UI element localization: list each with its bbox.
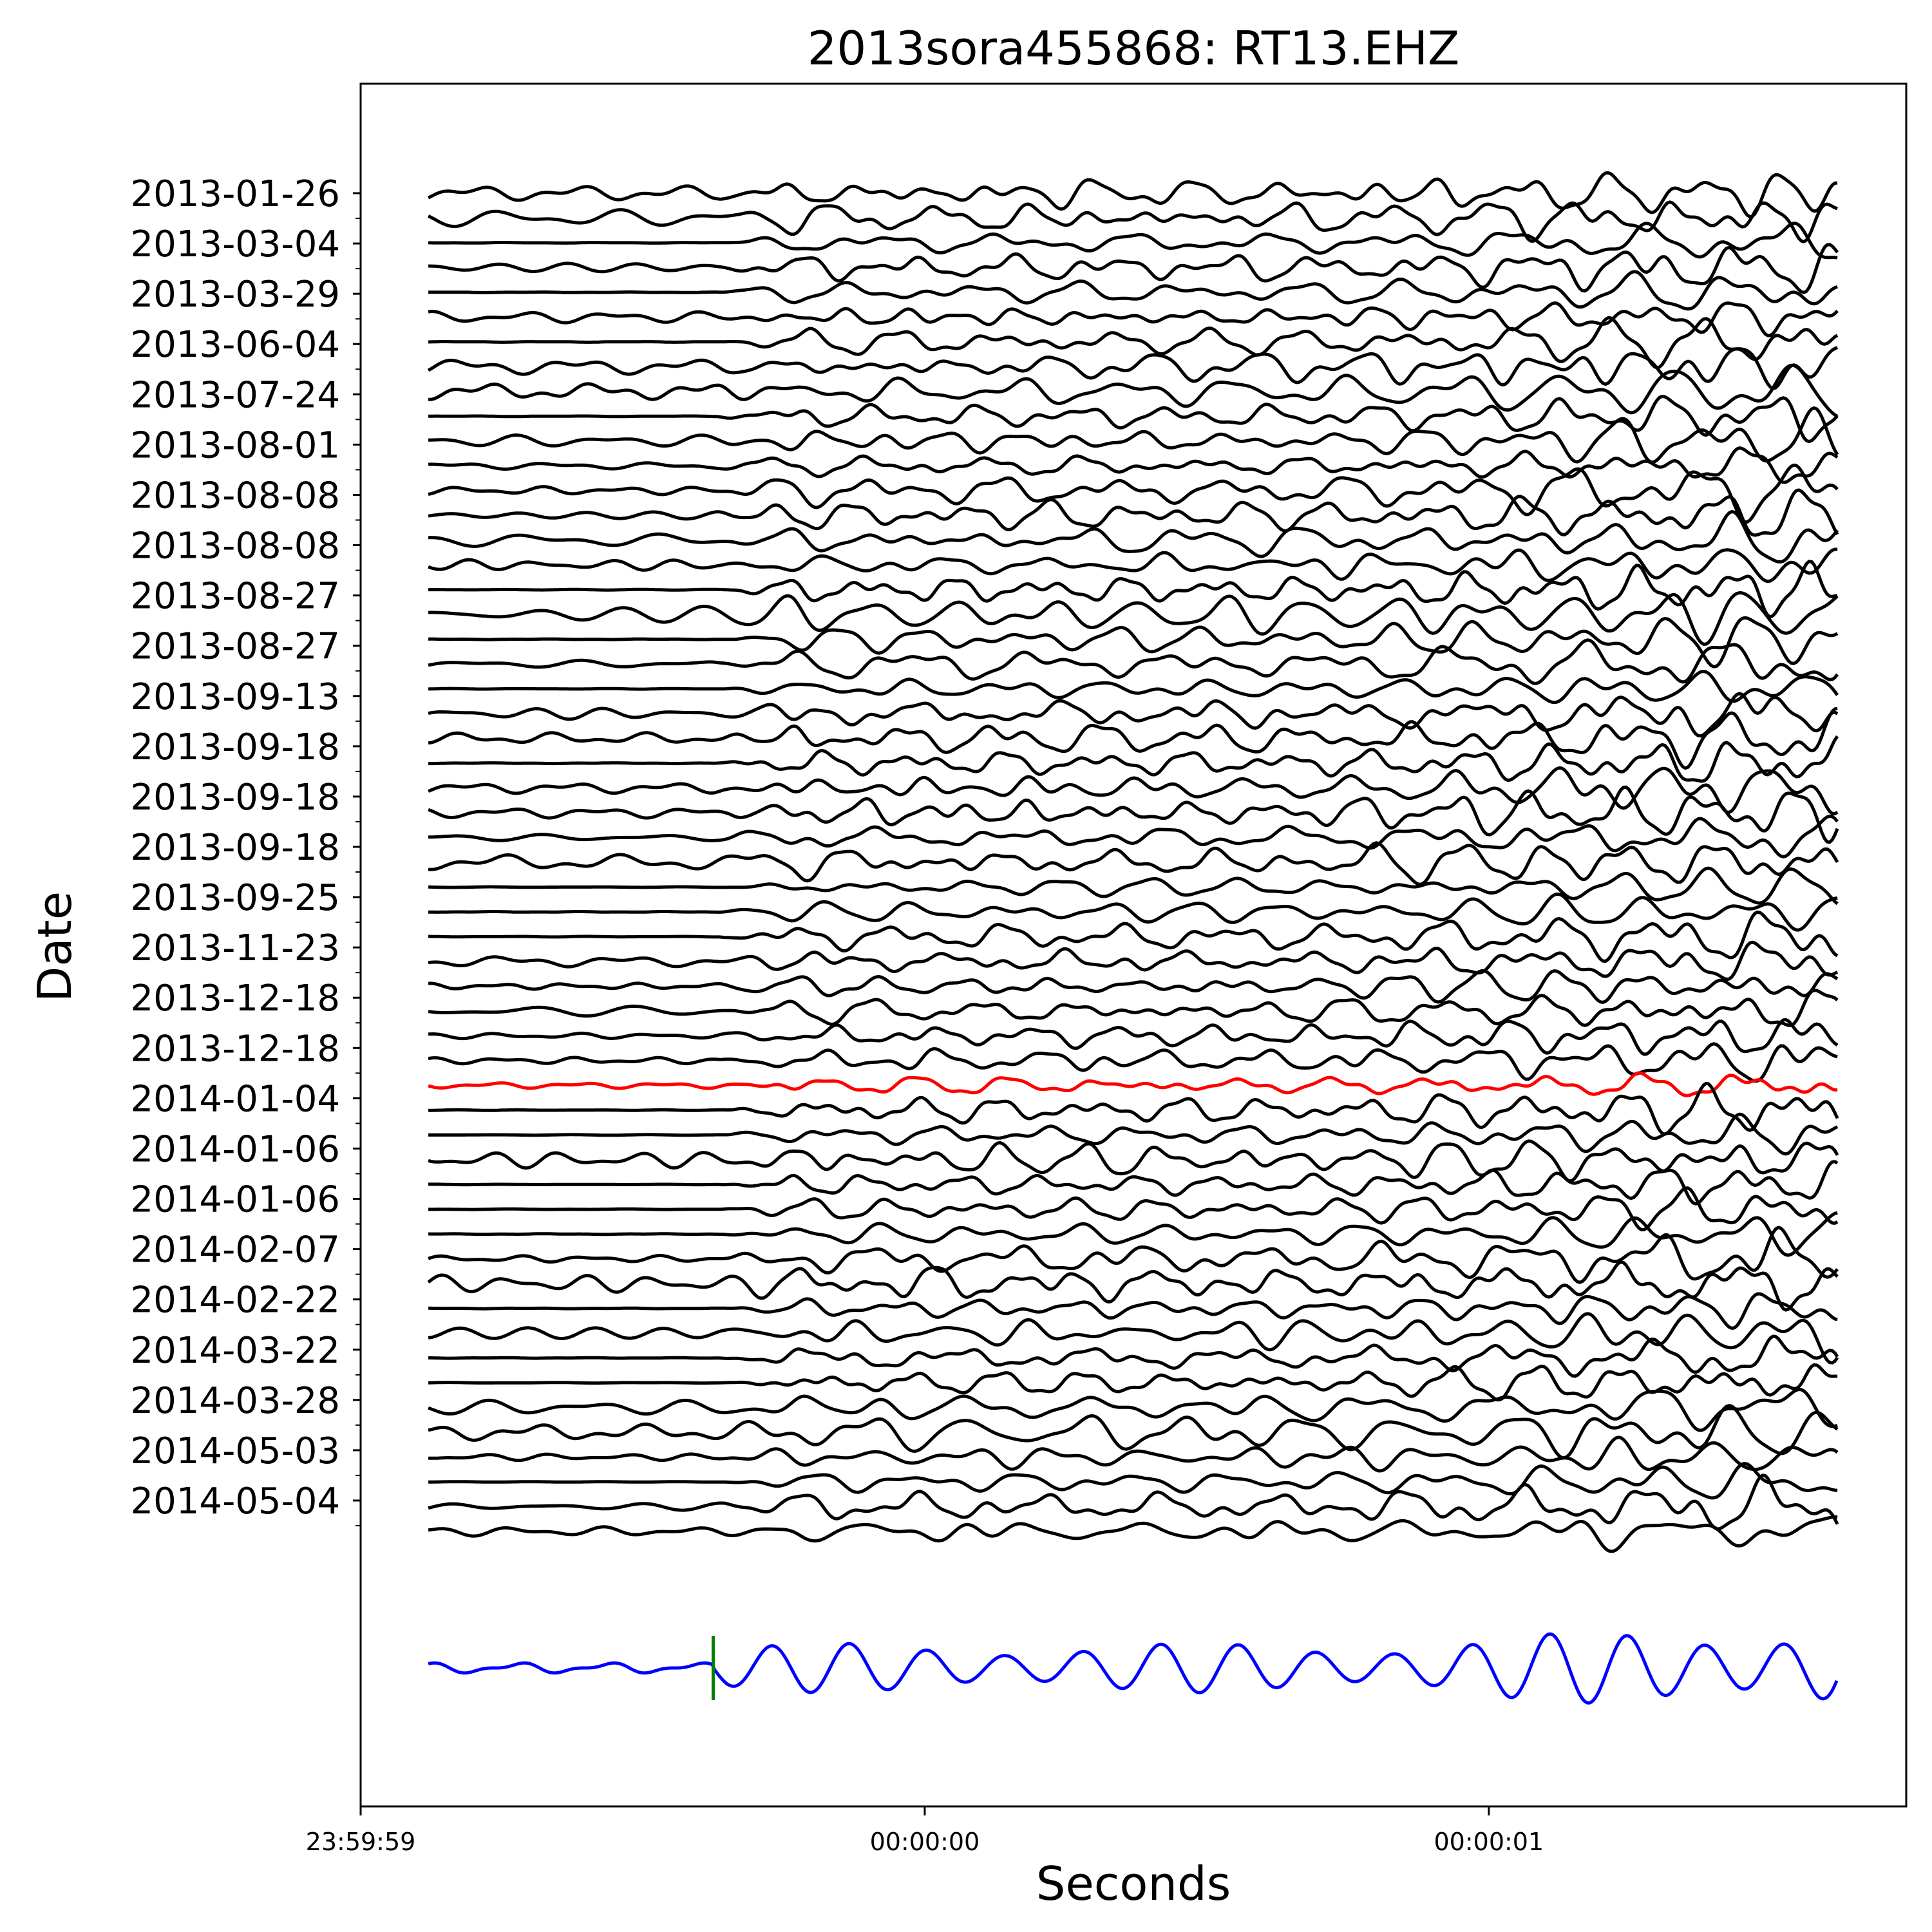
trace-line	[428, 766, 1839, 816]
y-tick-label: 2014-01-06	[131, 1128, 340, 1170]
trace-line	[428, 1139, 1839, 1183]
y-tick-label: 2013-07-24	[131, 374, 340, 416]
trace-line	[428, 1515, 1838, 1553]
trace-line	[428, 222, 1838, 260]
trace-line	[428, 735, 1839, 783]
y-axis-label: Date	[28, 891, 82, 1002]
trace-line	[428, 1334, 1839, 1378]
trace-line	[428, 488, 1839, 537]
trace-line	[428, 866, 1839, 905]
trace-line	[428, 1312, 1839, 1365]
y-tick-label: 2013-09-18	[131, 777, 340, 819]
y-tick-label: 2013-12-18	[131, 978, 340, 1019]
trace-line	[428, 841, 1839, 886]
y-tick-label: 2013-01-26	[131, 173, 340, 215]
y-tick-label: 2014-03-28	[131, 1380, 340, 1422]
trace-line	[428, 1435, 1839, 1473]
trace-line	[428, 406, 1839, 464]
trace-line	[427, 171, 1838, 219]
trace-line	[428, 560, 1838, 619]
trace-line	[428, 785, 1839, 844]
trace-line	[427, 346, 1839, 390]
trace-line	[428, 1363, 1838, 1402]
trace-line	[428, 892, 1838, 932]
trace-line	[428, 616, 1839, 668]
trace-line	[428, 1462, 1838, 1500]
y-tick-label: 2014-01-06	[131, 1179, 340, 1221]
trace-line	[428, 638, 1839, 685]
y-tick-label: 2013-03-29	[131, 274, 340, 316]
y-axis-ticks: 2013-01-26 2013-03-04 2013-03-29 2013-06-04…	[131, 173, 361, 1527]
trace-line	[428, 1211, 1838, 1257]
y-tick-label: 2013-09-25	[131, 877, 340, 919]
y-tick-label: 2013-09-18	[131, 726, 340, 768]
y-tick-label: 2013-08-01	[131, 424, 340, 466]
x-axis-ticks: 23:59:59 00:00:00 00:00:01	[306, 1806, 1544, 1856]
chart-title: 2013sora455868: RT13.EHZ	[808, 21, 1460, 75]
trace-line	[428, 243, 1839, 294]
trace-line	[428, 510, 1839, 564]
stacked-waveform	[428, 1632, 1839, 1705]
trace-line	[428, 910, 1839, 963]
trace-line	[428, 547, 1838, 583]
trace-line	[428, 1042, 1838, 1083]
trace-line	[428, 1081, 1839, 1136]
trace-line	[428, 395, 1839, 444]
trace-line	[428, 1112, 1839, 1156]
y-tick-label: 2014-05-04	[131, 1481, 340, 1522]
trace-line	[428, 1292, 1838, 1330]
trace-line	[428, 1226, 1839, 1284]
trace-line	[428, 316, 1839, 370]
y-tick-label: 2013-03-04	[131, 223, 340, 265]
trace-line	[428, 1186, 1839, 1232]
y-tick-label: 2013-08-27	[131, 576, 340, 618]
plot-area-frame	[359, 82, 1908, 1808]
y-tick-label: 2013-12-18	[131, 1028, 340, 1070]
trace-line	[427, 200, 1838, 243]
trace-line	[428, 692, 1839, 738]
y-tick-label: 2013-09-13	[131, 676, 340, 718]
y-tick-label: 2013-08-08	[131, 475, 340, 516]
y-tick-label: 2014-02-07	[131, 1229, 340, 1271]
trace-line	[428, 446, 1839, 484]
y-tick-label: 2014-02-22	[131, 1280, 340, 1321]
trace-line	[428, 1018, 1839, 1056]
y-tick-label: 2014-05-03	[131, 1430, 340, 1472]
y-tick-label: 2014-03-22	[131, 1330, 340, 1372]
stacked-trace	[428, 1632, 1839, 1705]
highlighted-trace	[428, 1071, 1838, 1097]
trace-line	[428, 1404, 1839, 1460]
trace-line	[428, 363, 1839, 418]
trace-line	[428, 670, 1839, 705]
trace-line	[428, 940, 1839, 981]
x-tick-label: 23:59:59	[306, 1828, 416, 1856]
trace-line	[428, 1473, 1839, 1531]
trace-line	[428, 1388, 1838, 1432]
trace-line	[428, 706, 1838, 770]
y-tick-label: 2013-08-27	[131, 626, 340, 668]
trace-line	[427, 1260, 1839, 1312]
trace-line	[428, 969, 1839, 1004]
y-tick-label: 2013-06-04	[131, 324, 340, 366]
y-tick-label: 2014-01-04	[131, 1078, 340, 1120]
trace-line	[428, 1160, 1839, 1206]
x-tick-label: 00:00:01	[1434, 1828, 1544, 1856]
waveform-traces	[427, 171, 1839, 1553]
y-tick-label: 2013-09-18	[131, 827, 340, 869]
trace-line	[428, 270, 1838, 311]
x-tick-label: 00:00:00	[870, 1828, 980, 1856]
trace-line	[428, 591, 1839, 646]
y-tick-label: 2013-08-08	[131, 526, 340, 567]
trace-line	[428, 814, 1839, 858]
y-tick-label: 2013-11-23	[131, 927, 340, 969]
x-axis-label: Seconds	[1036, 1857, 1231, 1911]
trace-line	[428, 989, 1839, 1027]
